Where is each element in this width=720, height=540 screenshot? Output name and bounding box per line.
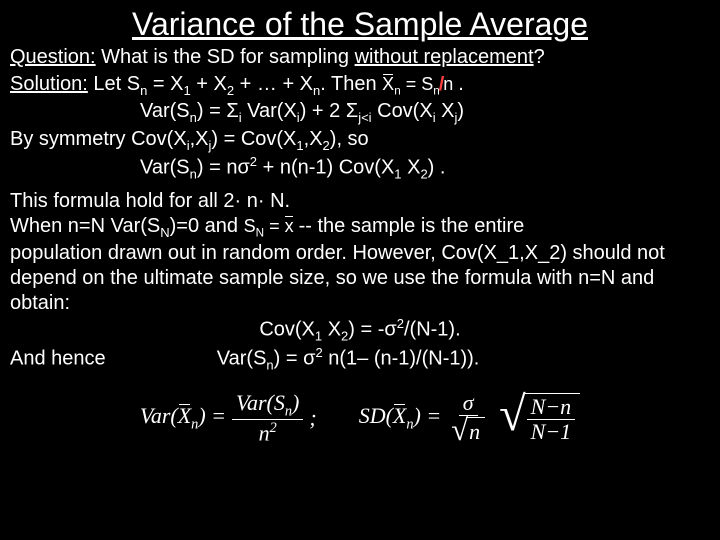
sqrt-icon: √ N−n N−1 (499, 393, 580, 443)
var-frac: Var(Sn) n2 (232, 392, 303, 445)
hence-line: And hence Var(Sn) = σ2 n(1– (n-1)/(N-1))… (10, 345, 710, 374)
question-text: What is the SD for sampling (96, 46, 355, 68)
question-emph: without replacement (355, 46, 534, 68)
finite-correction-frac: N−n N−1 (527, 396, 576, 443)
solution-line1: Solution: Let Sn = X1 + X2 + … + Xn. The… (10, 72, 710, 99)
sqrt-icon: √n (451, 417, 485, 445)
bottom-equation: Var(Xn) = Var(Sn) n2 ; SD(Xn) = σ √n √ N… (0, 392, 720, 445)
var-expansion: Var(Sn) = Σi Var(Xi) + 2 Σj<i Cov(Xi Xj) (10, 99, 710, 126)
para-3: population drawn out in random order. Ho… (10, 241, 710, 316)
var-result: Var(Sn) = nσ2 + n(n-1) Cov(X1 X2) . (10, 154, 710, 183)
cov-result: Cov(X1 X2) = -σ2/(N-1). (10, 316, 710, 345)
para-1: This formula hold for all 2· n· N. (10, 189, 710, 214)
sn-eq-xbar: SN = x (244, 216, 299, 236)
xbar-icon: X (382, 73, 394, 96)
sigma-frac: σ √n (447, 392, 489, 445)
page-title: Variance of the Sample Average (0, 0, 720, 45)
var-xbar: Var(Xn) = (140, 403, 226, 433)
para-2: When n=N Var(SN)=0 and SN = x -- the sam… (10, 214, 710, 241)
content-body: Question: What is the SD for sampling wi… (0, 45, 720, 374)
question-tail: ? (534, 46, 545, 68)
solution-label: Solution: (10, 73, 88, 95)
xbar-icon: X (178, 403, 191, 429)
inline-xbar-eq: Xn = Sn/n (382, 74, 458, 94)
xbar-icon: x (285, 215, 294, 238)
question-line: Question: What is the SD for sampling wi… (10, 45, 710, 70)
xbar-icon: X (393, 403, 406, 429)
symmetry-line: By symmetry Cov(Xi,Xj) = Cov(X1,X2), so (10, 127, 710, 154)
question-label: Question: (10, 46, 96, 68)
sd-xbar: SD(Xn) = (359, 403, 442, 433)
